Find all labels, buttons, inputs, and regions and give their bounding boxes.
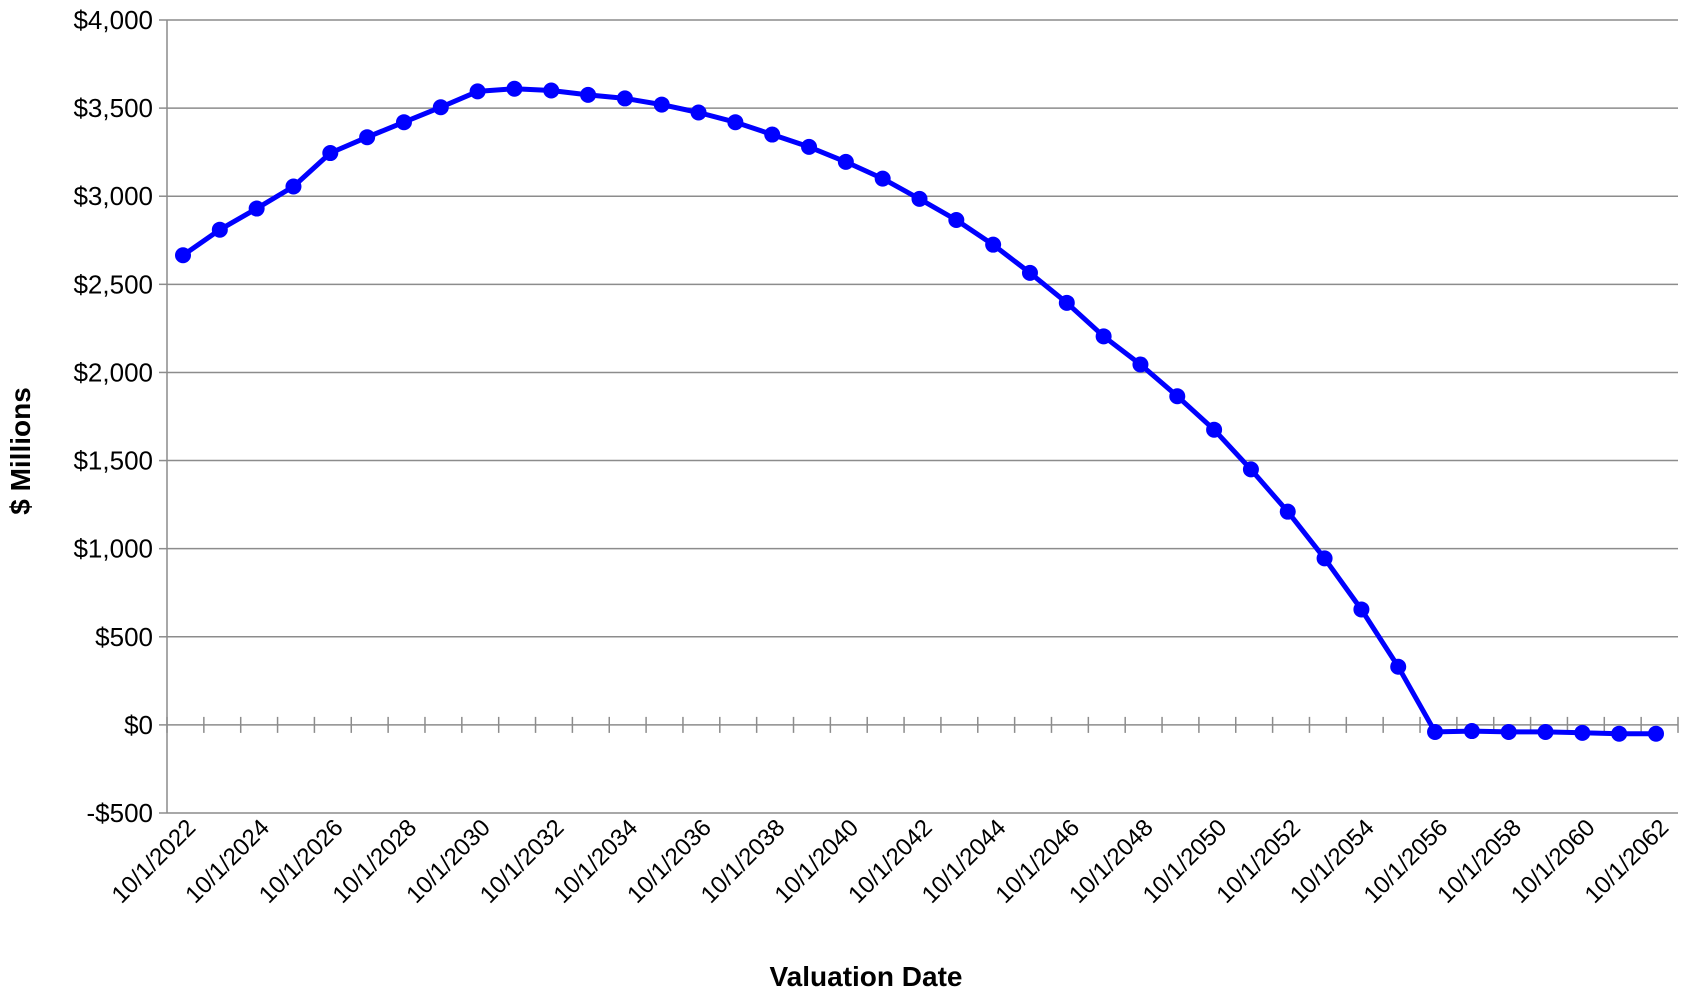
data-point <box>911 190 928 207</box>
data-point <box>1169 388 1186 405</box>
data-point <box>469 83 486 100</box>
y-axis-ticks: -$500 $0 $500 $1,000 $1,500 $2,000 $2,500 $3,00… <box>73 5 167 828</box>
data-point <box>395 114 412 131</box>
y-tick-label: $3,000 <box>73 181 153 211</box>
data-point <box>764 126 781 143</box>
y-tick-label: $1,500 <box>73 446 153 476</box>
data-point <box>1316 550 1333 567</box>
data-point <box>1648 725 1664 742</box>
data-point <box>690 104 707 121</box>
data-point <box>1279 503 1296 520</box>
data-point <box>1427 723 1444 740</box>
y-tick-label: $0 <box>124 710 153 740</box>
data-point <box>1611 725 1628 742</box>
data-point <box>175 247 191 264</box>
data-point <box>1353 601 1370 618</box>
gridlines <box>167 19 1678 814</box>
data-point <box>1574 724 1591 741</box>
data-point <box>543 82 560 99</box>
data-point <box>248 200 265 217</box>
y-tick-label: $500 <box>95 622 153 652</box>
data-point <box>1095 328 1112 345</box>
y-tick-label: $2,500 <box>73 269 153 299</box>
data-point <box>1537 723 1554 740</box>
data-point <box>432 99 449 116</box>
data-point <box>985 236 1002 253</box>
data-point <box>1242 461 1259 478</box>
y-tick-label: -$500 <box>87 798 154 828</box>
data-point <box>653 96 670 113</box>
data-point <box>1390 658 1407 675</box>
data-point <box>1132 356 1149 373</box>
data-point <box>801 138 818 155</box>
data-point <box>1058 294 1075 311</box>
axes <box>166 20 1678 813</box>
data-point <box>1463 723 1480 740</box>
data-point <box>211 221 228 238</box>
data-point <box>874 170 891 187</box>
data-point <box>359 129 376 146</box>
data-point <box>322 145 339 162</box>
data-point <box>1500 723 1517 740</box>
y-tick-label: $4,000 <box>73 5 153 35</box>
y-tick-label: $1,000 <box>73 534 153 564</box>
data-point <box>580 86 597 103</box>
data-point <box>616 90 633 107</box>
data-point <box>285 178 302 195</box>
data-point <box>506 80 523 97</box>
data-point <box>1021 264 1038 281</box>
data-point <box>948 212 965 229</box>
y-axis-title: $ Millions <box>5 387 36 515</box>
y-tick-label: $2,000 <box>73 357 153 387</box>
data-point <box>1206 421 1223 438</box>
y-tick-label: $3,500 <box>73 93 153 123</box>
data-point <box>837 153 854 170</box>
x-axis-title: Valuation Date <box>770 961 963 992</box>
data-point <box>727 114 744 131</box>
series-group <box>175 80 1664 742</box>
